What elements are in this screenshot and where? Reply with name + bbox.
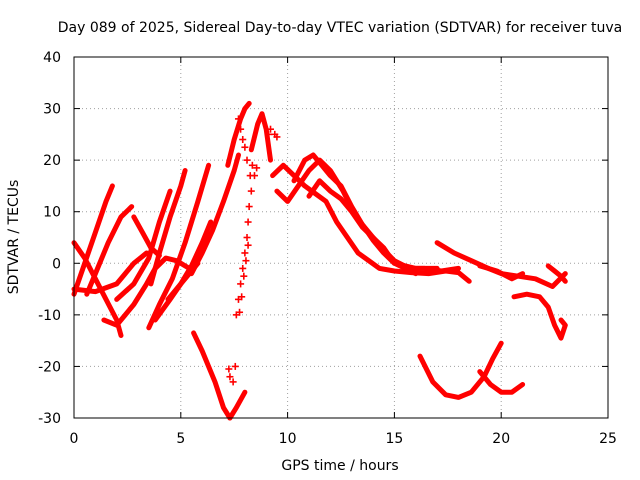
y-tick-label: 40 bbox=[43, 50, 61, 66]
data-point-marker bbox=[271, 130, 279, 138]
data-point-marker bbox=[248, 161, 256, 169]
data-point-marker bbox=[226, 373, 234, 381]
y-tick-label: -30 bbox=[38, 411, 61, 427]
data-series-arc13 bbox=[191, 330, 233, 421]
data-series-arc4 bbox=[84, 204, 135, 297]
x-tick-label: 0 bbox=[70, 431, 79, 447]
data-point-marker bbox=[225, 365, 233, 373]
y-tick-label: 30 bbox=[43, 102, 61, 118]
data-point-marker bbox=[240, 272, 248, 280]
y-axis-label: SDTVAR / TECUs bbox=[6, 180, 22, 295]
data-series-arc1 bbox=[71, 183, 115, 297]
x-tick-label: 15 bbox=[385, 431, 403, 447]
y-tick-label: -20 bbox=[38, 359, 61, 375]
data-point-marker bbox=[231, 362, 239, 370]
data-series-arc20 bbox=[306, 178, 419, 277]
axis-ticks: 0 5 10 15 20 25 -30 -20 -10 0 10 20 30 40 bbox=[38, 50, 617, 447]
y-tick-label: 20 bbox=[43, 153, 61, 169]
data-point-marker bbox=[247, 187, 255, 195]
data-series-arc8 bbox=[146, 162, 212, 331]
data-series-arc14 bbox=[227, 389, 248, 421]
x-tick-label: 20 bbox=[492, 431, 510, 447]
data-point-marker bbox=[238, 293, 246, 301]
data-series-arc25 bbox=[545, 263, 568, 284]
plot-area bbox=[71, 100, 568, 421]
data-series-arc22 bbox=[477, 369, 526, 395]
data-point-marker bbox=[234, 115, 242, 123]
x-tick-label: 5 bbox=[176, 431, 185, 447]
plot-frame bbox=[73, 56, 609, 419]
data-point-marker bbox=[239, 136, 247, 144]
data-point-marker bbox=[244, 218, 252, 226]
data-point-marker bbox=[250, 172, 258, 180]
data-series-arc12 bbox=[189, 152, 241, 277]
data-series-arc18 bbox=[274, 157, 461, 274]
y-tick-label: 10 bbox=[43, 205, 61, 221]
x-axis-label: GPS time / hours bbox=[281, 458, 398, 474]
data-point-marker bbox=[245, 203, 253, 211]
data-point-marker bbox=[264, 130, 272, 138]
data-point-marker bbox=[244, 241, 252, 249]
data-series-arc11 bbox=[165, 219, 214, 302]
data-point-marker bbox=[229, 378, 237, 386]
data-series-arc19 bbox=[291, 152, 440, 271]
data-point-marker bbox=[243, 234, 251, 241]
data-point-marker bbox=[237, 125, 245, 133]
data-point-marker bbox=[236, 308, 244, 316]
data-point-marker bbox=[239, 264, 247, 272]
data-series-arc21 bbox=[417, 340, 504, 400]
y-tick-label: 0 bbox=[52, 256, 61, 272]
data-series-arc7 bbox=[114, 188, 173, 302]
data-series-arc6 bbox=[131, 214, 162, 258]
data-series-arc24 bbox=[477, 263, 526, 282]
data-point-marker bbox=[267, 125, 275, 133]
data-point-marker bbox=[253, 164, 261, 172]
y-tick-label: -10 bbox=[38, 308, 61, 324]
x-tick-label: 25 bbox=[599, 431, 617, 447]
data-point-marker bbox=[241, 249, 249, 257]
data-point-marker bbox=[237, 280, 245, 288]
data-point-marker bbox=[242, 257, 250, 265]
chart-title: Day 089 of 2025, Sidereal Day-to-day VTE… bbox=[58, 20, 622, 36]
data-point-marker bbox=[243, 156, 251, 164]
x-tick-label: 10 bbox=[279, 431, 297, 447]
data-series-arc9 bbox=[148, 168, 188, 287]
data-series-arc16 bbox=[248, 111, 273, 163]
data-point-marker bbox=[241, 143, 249, 151]
data-series-arc26 bbox=[511, 291, 568, 341]
